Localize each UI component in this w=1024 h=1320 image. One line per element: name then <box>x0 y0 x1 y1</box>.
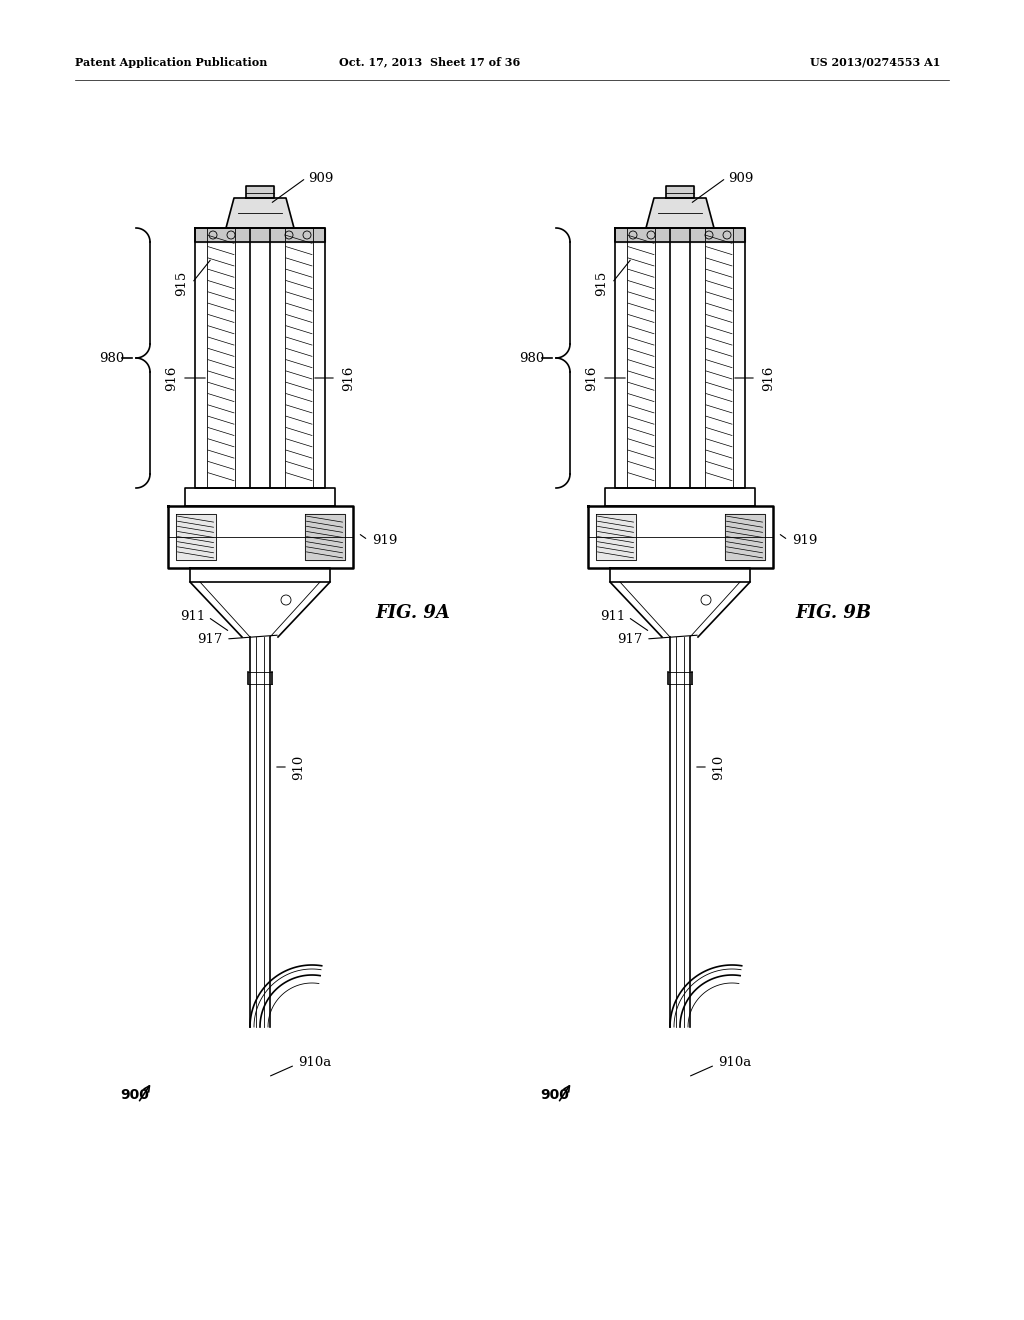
Polygon shape <box>615 228 745 242</box>
Text: 910: 910 <box>292 754 305 780</box>
Polygon shape <box>646 198 714 228</box>
Text: Oct. 17, 2013  Sheet 17 of 36: Oct. 17, 2013 Sheet 17 of 36 <box>339 57 520 67</box>
Polygon shape <box>725 513 765 560</box>
Text: 916: 916 <box>585 366 598 391</box>
Text: 915: 915 <box>175 271 188 296</box>
Text: Patent Application Publication: Patent Application Publication <box>75 57 267 67</box>
Text: FIG. 9B: FIG. 9B <box>795 605 871 622</box>
Text: 911: 911 <box>180 610 205 623</box>
Text: 917: 917 <box>616 634 642 645</box>
Text: 911: 911 <box>600 610 625 623</box>
Polygon shape <box>226 198 294 228</box>
Text: 915: 915 <box>595 271 608 296</box>
Text: 909: 909 <box>308 172 334 185</box>
Text: 910a: 910a <box>298 1056 331 1068</box>
Text: 910a: 910a <box>718 1056 752 1068</box>
Text: 910: 910 <box>712 754 725 780</box>
Text: 919: 919 <box>792 533 817 546</box>
Text: 917: 917 <box>197 634 222 645</box>
Text: FIG. 9A: FIG. 9A <box>375 605 450 622</box>
Text: 909: 909 <box>728 172 754 185</box>
Text: US 2013/0274553 A1: US 2013/0274553 A1 <box>810 57 940 67</box>
Polygon shape <box>304 513 344 560</box>
Polygon shape <box>246 186 274 198</box>
Polygon shape <box>666 186 694 198</box>
Text: 980: 980 <box>98 351 124 364</box>
Text: 916: 916 <box>342 366 355 391</box>
Text: 916: 916 <box>762 366 775 391</box>
Text: 900: 900 <box>540 1088 569 1102</box>
Text: 900: 900 <box>120 1088 148 1102</box>
Text: 916: 916 <box>165 366 178 391</box>
Polygon shape <box>596 513 636 560</box>
Text: 919: 919 <box>372 533 397 546</box>
Polygon shape <box>175 513 215 560</box>
Text: 980: 980 <box>519 351 544 364</box>
Polygon shape <box>195 228 325 242</box>
